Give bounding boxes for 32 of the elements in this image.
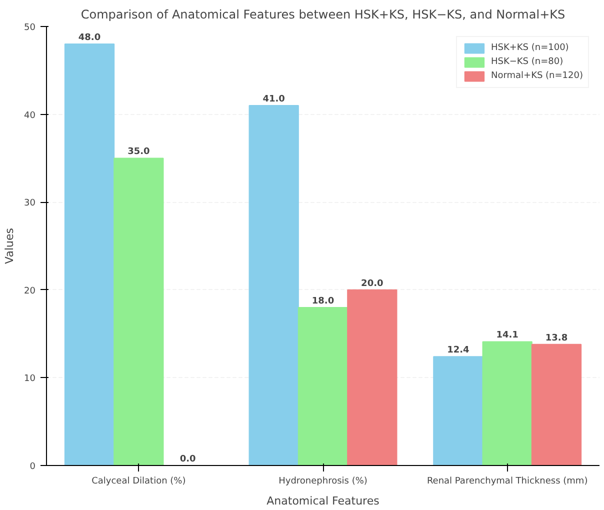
x-axis-title: Anatomical Features — [266, 494, 380, 508]
x-tick-label: Hydronephrosis (%) — [278, 476, 368, 486]
y-tick-label: 50 — [24, 23, 36, 33]
bar — [347, 289, 398, 466]
legend-label: HSK−KS (n=80) — [490, 57, 564, 67]
data-label: 48.0 — [78, 33, 101, 44]
data-label: 20.0 — [361, 278, 384, 289]
x-tick-label: Calyceal Dilation (%) — [92, 476, 186, 486]
y-tick-label: 10 — [24, 374, 36, 384]
bar — [114, 158, 164, 466]
data-label: 14.1 — [496, 330, 518, 341]
data-label: 13.8 — [545, 333, 568, 344]
bar — [298, 306, 348, 466]
data-label: 35.0 — [128, 147, 150, 158]
y-tick-label: 40 — [24, 110, 36, 121]
bar — [248, 105, 299, 466]
bar — [433, 356, 484, 466]
y-axis-title: Values — [3, 228, 16, 264]
y-tick-label: 0 — [30, 462, 36, 472]
data-label: 0.0 — [180, 454, 196, 464]
bar — [531, 344, 582, 466]
y-tick-label: 30 — [24, 198, 36, 209]
data-label: 18.0 — [312, 296, 334, 306]
data-label: 12.4 — [447, 346, 470, 356]
x-tick-label: Renal Parenchymal Thickness (mm) — [426, 476, 588, 486]
bar — [482, 341, 532, 466]
legend-label: Normal+KS (n=120) — [490, 71, 583, 81]
chart-title: Comparison of Anatomical Features between HSK+KS, HSK−KS, and Normal+KS — [80, 8, 566, 22]
bar — [64, 44, 115, 466]
data-label: 41.0 — [262, 94, 285, 105]
y-tick-label: 20 — [24, 286, 36, 296]
legend-label: HSK+KS (n=100) — [490, 43, 569, 53]
